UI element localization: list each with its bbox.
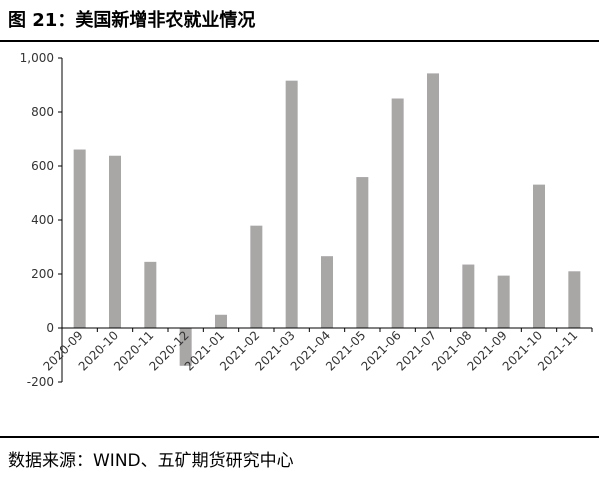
y-tick-label: -200: [27, 375, 54, 389]
x-axis: 2020-092020-102020-112020-122021-012021-…: [40, 327, 593, 374]
y-tick-label: 200: [31, 267, 54, 281]
bar-2021-03: [285, 80, 298, 329]
bar-2021-06: [391, 98, 404, 328]
y-axis: -200 0 200 400 600 800 1,000: [20, 51, 63, 389]
bottom-divider: [0, 436, 599, 438]
bar-chart: -200 0 200 400 600 800 1,000 2020-092020-10202…: [20, 51, 593, 389]
bar-2021-04: [321, 256, 333, 328]
bar-2021-11: [568, 271, 581, 328]
y-tick-label: 0: [46, 321, 54, 335]
bar-2021-08: [462, 264, 475, 328]
bar-2021-05: [356, 177, 369, 328]
bar-2020-09: [73, 149, 86, 328]
source-note: 数据来源：WIND、五矿期货研究中心: [8, 451, 294, 471]
y-tick-label: 800: [31, 105, 54, 119]
bar-2020-11: [144, 261, 157, 328]
bar-2021-10: [533, 184, 545, 328]
bar-2021-01: [215, 314, 227, 328]
bar-2020-10: [109, 155, 121, 328]
top-divider: [0, 40, 599, 42]
chart-title: 图 21：美国新增非农就业情况: [8, 10, 256, 31]
y-tick-label: 1,000: [20, 51, 54, 65]
bar-2021-07: [427, 73, 439, 328]
bar-2021-02: [250, 225, 263, 328]
y-tick-label: 400: [31, 213, 54, 227]
bars: [73, 73, 581, 366]
y-tick-label: 600: [31, 159, 54, 173]
bar-2020-12: [179, 328, 192, 366]
bar-2021-09: [497, 275, 510, 328]
